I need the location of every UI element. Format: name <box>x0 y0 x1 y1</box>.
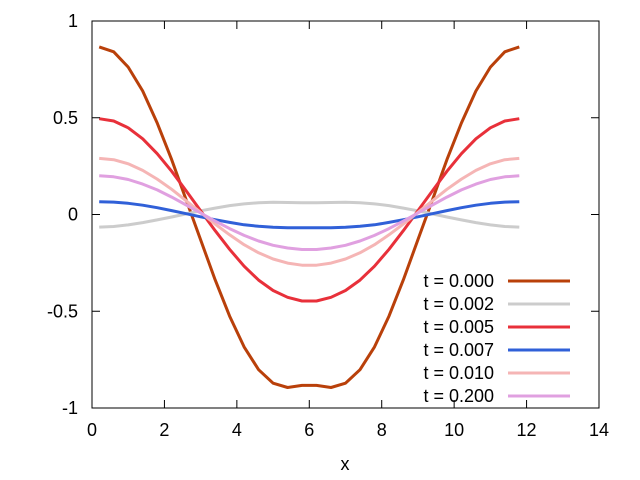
x-tick-label: 4 <box>232 420 242 440</box>
x-tick-label: 14 <box>589 420 609 440</box>
x-tick-label: 2 <box>159 420 169 440</box>
axis-ticks: 0 2 4 6 8 10 12 14 -1 -0.5 0 0.5 1 <box>47 11 609 440</box>
y-tick-label: 0 <box>68 205 78 225</box>
series-line <box>98 117 520 303</box>
legend-label: t = 0.002 <box>423 294 494 314</box>
y-tick-label: -1 <box>62 398 78 418</box>
x-tick-label: 12 <box>517 420 537 440</box>
y-tick-label: 0.5 <box>53 108 78 128</box>
x-tick-label: 10 <box>444 420 464 440</box>
x-axis-label: x <box>341 454 350 474</box>
y-tick-label: -0.5 <box>47 301 78 321</box>
legend-label: t = 0.010 <box>423 363 494 383</box>
series-line <box>99 200 520 230</box>
plot-lines <box>98 45 520 389</box>
legend-label: t = 0.005 <box>423 317 494 337</box>
legend-label: t = 0.200 <box>423 386 494 406</box>
legend-label: t = 0.000 <box>423 271 494 291</box>
x-tick-label: 6 <box>304 420 314 440</box>
x-tick-label: 0 <box>87 420 97 440</box>
legend: t = 0.000 t = 0.002 t = 0.005 t = 0.007 t = … <box>423 271 570 406</box>
legend-label: t = 0.007 <box>423 340 494 360</box>
series-line <box>98 45 520 389</box>
series-line <box>99 174 520 251</box>
series-line <box>99 200 520 229</box>
x-tick-label: 8 <box>377 420 387 440</box>
series-line <box>99 156 520 267</box>
y-tick-label: 1 <box>68 11 78 31</box>
